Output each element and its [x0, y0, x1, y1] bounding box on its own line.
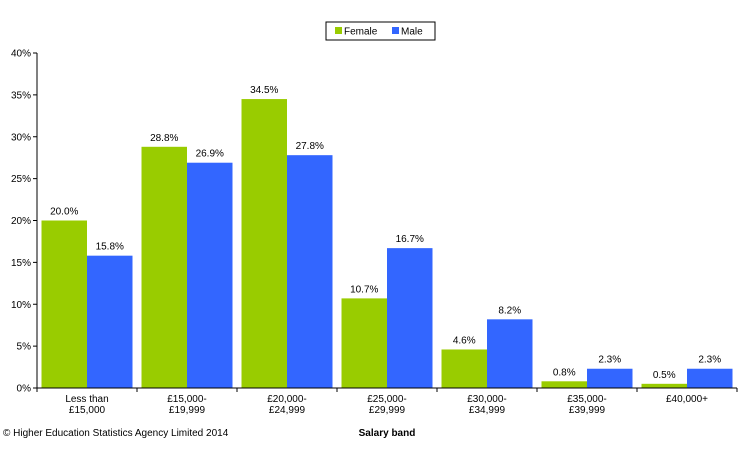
- bars: 20.0% 28.8% 34.5% 10.7% 4.6% 0.8% 0.5% 15.8% 26.…: [41, 85, 733, 388]
- y-axis: 0% 5% 10% 15% 20% 25% 30% 35% 40%: [11, 49, 38, 395]
- bar-female: [141, 146, 187, 388]
- data-label: 15.8%: [96, 242, 124, 253]
- x-category-label: £15,000-£19,999: [167, 394, 206, 416]
- bar-male: [287, 155, 333, 388]
- x-category-label: £35,000-£39,999: [567, 394, 606, 416]
- bar-male: [587, 368, 633, 388]
- x-category-label: £40,000+: [666, 394, 708, 405]
- data-label: 26.9%: [196, 149, 224, 160]
- data-label: 20.0%: [50, 207, 78, 218]
- bar-female: [41, 220, 87, 388]
- copyright-text: © Higher Education Statistics Agency Lim…: [3, 428, 229, 439]
- data-label: 27.8%: [296, 141, 324, 152]
- data-label: 2.3%: [598, 355, 621, 366]
- bar-male: [687, 368, 733, 388]
- bar-male: [487, 319, 533, 388]
- x-category-label: £20,000-£24,999: [267, 394, 306, 416]
- legend-swatch-female: [335, 27, 342, 34]
- data-label: 10.7%: [350, 284, 378, 295]
- data-label: 4.6%: [453, 335, 476, 346]
- y-tick-label: 40%: [11, 49, 31, 60]
- y-tick-label: 30%: [11, 132, 31, 143]
- y-tick-label: 20%: [11, 216, 31, 227]
- x-category-label: £25,000-£29,999: [367, 394, 406, 416]
- legend: Female Male: [325, 21, 436, 41]
- data-label: 2.3%: [698, 355, 721, 366]
- data-label: 28.8%: [150, 133, 178, 144]
- legend-label-male: Male: [401, 27, 423, 38]
- y-tick-label: 25%: [11, 174, 31, 185]
- x-axis-title: Salary band: [359, 428, 416, 439]
- legend-label-female: Female: [344, 27, 378, 38]
- bar-male: [87, 255, 133, 388]
- data-label: 34.5%: [250, 85, 278, 96]
- bar-male: [187, 162, 233, 388]
- y-tick-label: 10%: [11, 300, 31, 311]
- x-axis: Less than £15,000 £15,000-£19,999 £20,000-£…: [36, 387, 738, 416]
- y-tick-label: 0%: [17, 384, 32, 395]
- y-tick-label: 5%: [17, 342, 32, 353]
- data-label: 8.2%: [498, 305, 521, 316]
- bar-male: [387, 248, 433, 388]
- bar-female: [341, 298, 387, 388]
- bar-female: [541, 381, 587, 388]
- data-label: 0.5%: [653, 370, 676, 381]
- x-category-label: Less than £15,000: [65, 394, 108, 416]
- legend-box: [325, 21, 436, 41]
- data-label: 0.8%: [553, 367, 576, 378]
- bar-female: [641, 383, 687, 388]
- bar-female: [441, 349, 487, 388]
- legend-swatch-male: [392, 27, 399, 34]
- x-category-label: £30,000-£34,999: [467, 394, 506, 416]
- data-label: 16.7%: [396, 234, 424, 245]
- y-tick-label: 15%: [11, 258, 31, 269]
- y-tick-label: 35%: [11, 90, 31, 101]
- bar-female: [241, 99, 287, 388]
